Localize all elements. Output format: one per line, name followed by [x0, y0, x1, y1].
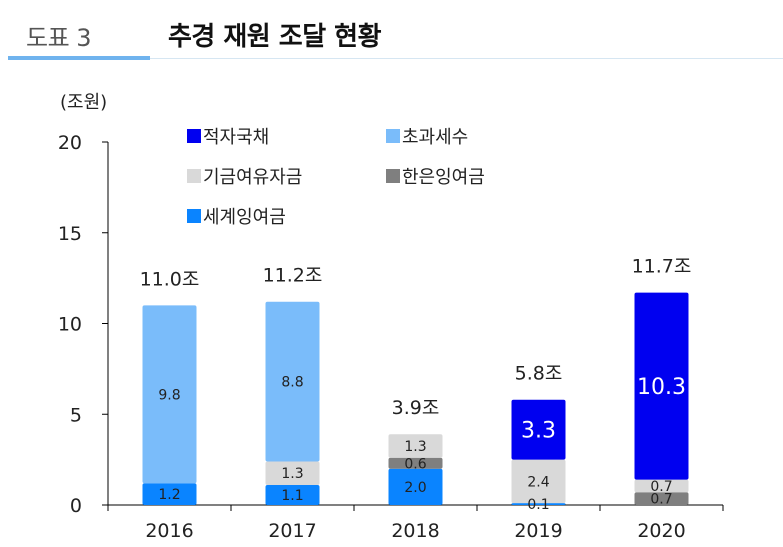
- bar-segment: [265, 301, 320, 462]
- legend-item-fund-surplus: 기금여유자금: [187, 163, 302, 189]
- y-axis-unit-label: (조원): [60, 92, 107, 113]
- bar-segment: [511, 503, 566, 505]
- y-tick-label: 0: [70, 495, 82, 517]
- total-label: 11.0조: [140, 268, 200, 290]
- figure-label: 도표 3: [26, 24, 92, 52]
- y-tick-label: 10: [58, 314, 82, 336]
- legend-swatch: [386, 129, 400, 143]
- bar-segment: [265, 461, 320, 486]
- total-label: 11.7조: [632, 256, 692, 278]
- data-label: 1.1: [281, 488, 303, 504]
- legend-swatch: [187, 129, 201, 143]
- legend-swatch: [187, 209, 201, 223]
- x-tick-label: 2018: [391, 520, 439, 542]
- legend-swatch: [386, 169, 400, 183]
- data-label: 2.4: [527, 474, 549, 490]
- x-tick-label: 2020: [637, 520, 685, 542]
- y-tick-label: 5: [70, 404, 82, 426]
- legend-item-fiscal-surplus: 세계잉여금: [187, 203, 286, 229]
- data-label: 0.7: [650, 492, 672, 508]
- title-underline: [150, 58, 783, 59]
- data-label: 2.0: [404, 480, 426, 496]
- data-label: 1.2: [158, 487, 180, 503]
- data-label: 3.3: [521, 419, 556, 444]
- data-label: 10.3: [637, 375, 686, 400]
- legend-item-deficit-bonds: 적자국채: [187, 123, 269, 149]
- legend-item-excess-tax: 초과세수: [386, 123, 468, 149]
- x-tick-label: 2016: [145, 520, 193, 542]
- x-tick-label: 2017: [268, 520, 316, 542]
- bar-segment: [634, 492, 689, 505]
- data-label: 8.8: [281, 375, 303, 391]
- bar-segment: [388, 457, 443, 469]
- x-tick-label: 2019: [514, 520, 562, 542]
- data-label: 9.8: [158, 387, 180, 403]
- bar-segment: [265, 485, 320, 505]
- data-label: 1.3: [281, 466, 303, 482]
- bar-segment: [511, 399, 566, 460]
- y-tick-label: 15: [58, 223, 82, 245]
- legend-label: 한은잉여금: [402, 167, 485, 188]
- y-tick-label: 20: [58, 132, 82, 154]
- legend-label: 적자국채: [203, 127, 270, 148]
- bar-segment: [142, 483, 197, 505]
- bar-segment: [142, 305, 197, 484]
- bar-segment: [388, 434, 443, 458]
- data-label: 0.6: [404, 456, 426, 472]
- title-underline-accent: [8, 56, 150, 60]
- bar-segment: [634, 479, 689, 493]
- legend-label: 세계잉여금: [203, 207, 286, 228]
- legend-label: 기금여유자금: [203, 167, 303, 188]
- legend-item-bok-surplus: 한은잉여금: [386, 163, 485, 189]
- legend-label: 초과세수: [402, 127, 469, 148]
- data-label: 1.3: [404, 439, 426, 455]
- total-label: 5.8조: [515, 363, 563, 385]
- total-label: 11.2조: [263, 265, 323, 287]
- bar-segment: [511, 459, 566, 504]
- legend-swatch: [187, 169, 201, 183]
- bar-segment: [388, 468, 443, 505]
- data-label: 0.1: [527, 497, 549, 513]
- total-label: 3.9조: [392, 397, 440, 419]
- bar-segment: [634, 292, 689, 480]
- chart-title: 추경 재원 조달 현황: [168, 22, 382, 52]
- data-label: 0.7: [650, 479, 672, 495]
